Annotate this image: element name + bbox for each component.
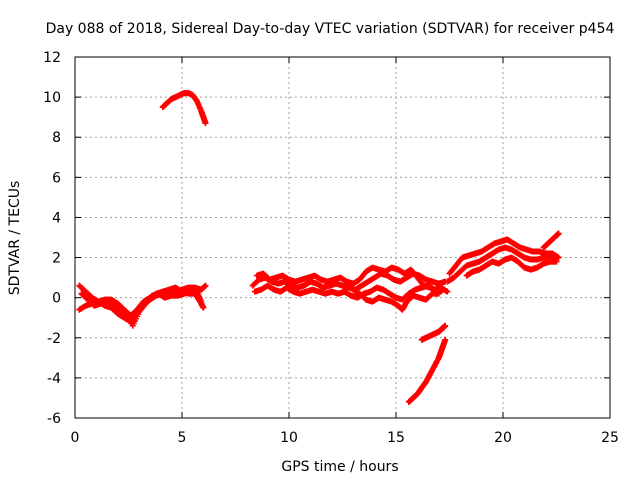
data-point: [442, 336, 449, 343]
data-point: [555, 230, 562, 237]
data-point: [442, 322, 449, 329]
x-tick-label: 15: [387, 430, 405, 446]
x-axis-label: GPS time / hours: [281, 459, 398, 475]
y-tick-label: 10: [43, 90, 61, 106]
x-tick-label: 20: [494, 430, 512, 446]
y-axis-label: SDTVAR / TECUs: [7, 181, 23, 296]
data-point: [555, 254, 562, 261]
y-tick-label: 0: [52, 291, 61, 307]
tick-marks: [74, 56, 611, 419]
y-tick-label: 8: [52, 130, 61, 146]
series-early-arc-c: [78, 288, 205, 329]
x-tick-label: 25: [601, 430, 619, 446]
series-high-arc: [159, 90, 209, 127]
grid-lines: [75, 57, 610, 418]
series-late-arc-b: [446, 236, 562, 277]
x-tick-labels: 0 5 10 15 20 25: [71, 430, 619, 446]
y-tick-label: 6: [52, 170, 61, 186]
y-tick-label: -2: [47, 331, 61, 347]
x-tick-label: 10: [280, 430, 298, 446]
series-late-arc-c: [463, 254, 560, 279]
data-point: [444, 288, 451, 295]
data-point: [198, 298, 205, 305]
y-tick-label: 4: [52, 210, 61, 226]
data-points: [76, 90, 562, 405]
chart-title: Day 088 of 2018, Sidereal Day-to-day VTE…: [46, 21, 615, 37]
y-tick-label: 2: [52, 251, 61, 267]
data-point: [202, 282, 209, 289]
x-tick-label: 0: [71, 430, 80, 446]
data-point: [200, 304, 207, 311]
series-mid-arc-d: [350, 286, 442, 313]
y-tick-label: -6: [47, 411, 61, 427]
series-low-arc-b: [418, 322, 449, 343]
data-point: [435, 290, 442, 297]
x-tick-label: 5: [178, 430, 187, 446]
series-late-arc-d: [540, 230, 562, 251]
y-tick-label: 12: [43, 50, 61, 66]
series-low-arc: [405, 336, 449, 405]
plot-frame: [74, 56, 611, 419]
y-tick-label: -4: [47, 371, 61, 387]
data-point: [202, 120, 209, 127]
y-tick-labels: -6 -4 -2 0 2 4 6 8 10 12: [43, 50, 61, 427]
series-mid-arc-c: [253, 264, 447, 297]
data-point: [440, 286, 447, 293]
data-point: [553, 258, 560, 265]
